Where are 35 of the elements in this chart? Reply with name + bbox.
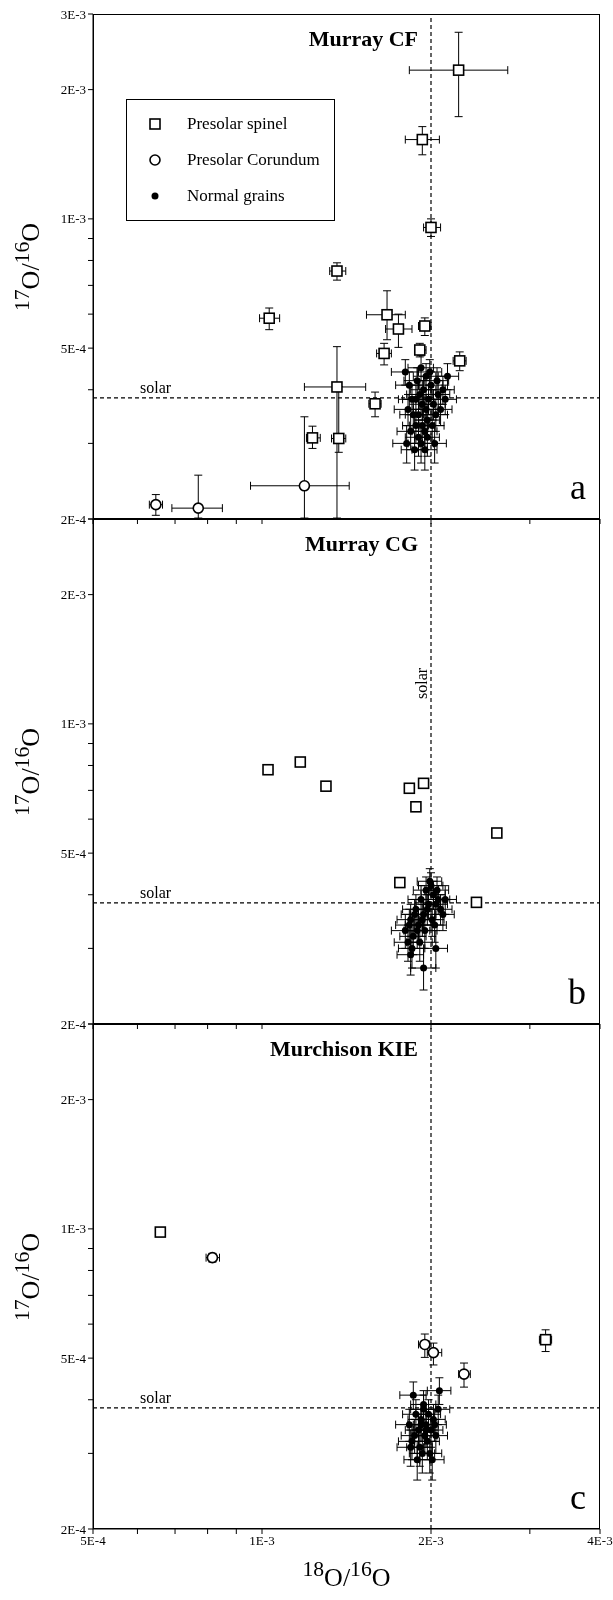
point	[408, 944, 416, 952]
text: Murray CG	[304, 531, 418, 557]
legend-label: Normal grains	[187, 186, 285, 206]
y-tick-label: 2E-3	[60, 82, 86, 98]
text: Murray CF	[308, 26, 418, 52]
y-tick-label: 1E-3	[60, 716, 86, 732]
y-tick-label: 2E-4	[60, 511, 87, 527]
point	[403, 782, 416, 795]
y-tick-label: 1E-3	[60, 1221, 86, 1237]
x-tick-label: 1E-3	[249, 1533, 275, 1549]
ref-line-label: solar	[413, 667, 430, 699]
legend-label: Presolar spinel	[187, 114, 288, 134]
text: Murchison KIE	[269, 1036, 418, 1062]
x-tick-label: 4E-3	[587, 1533, 613, 1549]
point	[420, 964, 428, 972]
annotation: c	[570, 1477, 586, 1517]
point	[417, 777, 430, 790]
y-tick-label: 2E-4	[60, 1016, 87, 1032]
ref-line-label: solar	[140, 883, 172, 901]
y-tick-label: 1E-3	[60, 211, 86, 227]
y-tick-label: 5E-4	[60, 1350, 87, 1366]
annotation: a	[570, 467, 586, 507]
y-tick-label: 5E-4	[60, 340, 87, 356]
ref-line-label: solar	[140, 378, 172, 396]
point	[426, 877, 434, 885]
legend-label: Presolar Corundum	[187, 150, 320, 170]
point	[394, 876, 406, 889]
y-tick-label: 2E-3	[60, 587, 86, 603]
y-tick-label: 3E-3	[60, 6, 86, 22]
x-tick-label: 2E-3	[418, 1533, 444, 1549]
ref-line-label: solar	[140, 1388, 172, 1406]
annotation: b	[568, 972, 586, 1012]
y-tick-label: 5E-4	[60, 845, 87, 861]
x-axis-title: $^{18}$O/$^{16}$O	[302, 1557, 391, 1593]
y-tick-label: 2E-3	[60, 1092, 86, 1108]
